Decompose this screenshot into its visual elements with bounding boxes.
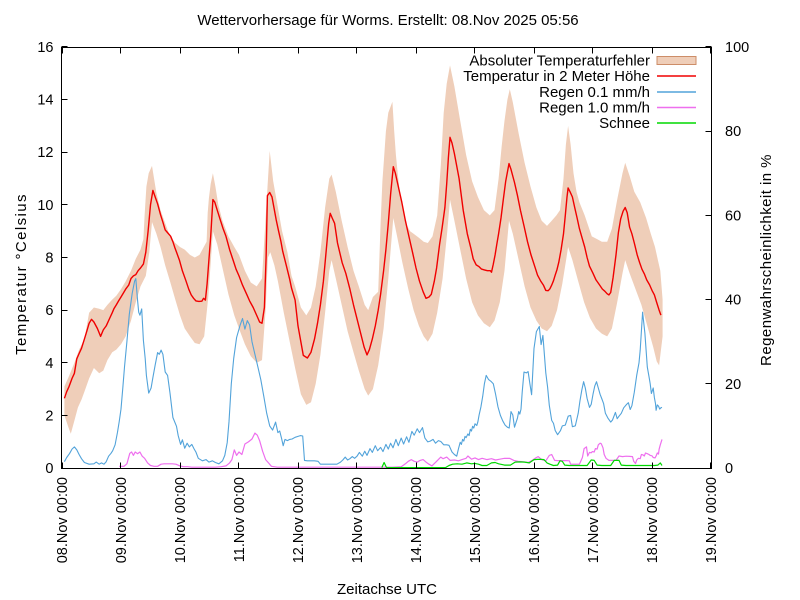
svg-text:Regen 1.0 mm/h: Regen 1.0 mm/h (539, 100, 650, 117)
svg-text:Schnee: Schnee (599, 115, 650, 132)
svg-text:60: 60 (725, 208, 741, 224)
svg-text:20: 20 (725, 377, 741, 393)
svg-text:13.Nov 00:00: 13.Nov 00:00 (350, 477, 366, 563)
svg-text:8: 8 (45, 251, 53, 267)
svg-text:10.Nov 00:00: 10.Nov 00:00 (173, 477, 189, 563)
svg-text:09.Nov 00:00: 09.Nov 00:00 (114, 477, 130, 563)
svg-text:Absoluter Temperaturfehler: Absoluter Temperaturfehler (469, 53, 650, 70)
svg-text:Zeitachse UTC: Zeitachse UTC (337, 581, 437, 598)
svg-text:16: 16 (37, 40, 53, 56)
svg-text:10: 10 (37, 198, 53, 214)
svg-text:14.Nov 00:00: 14.Nov 00:00 (409, 477, 425, 563)
svg-text:2: 2 (45, 408, 53, 424)
svg-text:12.Nov 00:00: 12.Nov 00:00 (291, 477, 307, 563)
svg-text:6: 6 (45, 303, 53, 319)
svg-text:16.Nov 00:00: 16.Nov 00:00 (527, 477, 543, 563)
svg-text:Temperatur in 2 Meter Höhe: Temperatur in 2 Meter Höhe (463, 68, 650, 85)
svg-text:80: 80 (725, 124, 741, 140)
svg-text:15.Nov 00:00: 15.Nov 00:00 (468, 477, 484, 563)
svg-text:4: 4 (45, 356, 53, 372)
svg-text:Regen 0.1 mm/h: Regen 0.1 mm/h (539, 84, 650, 101)
svg-text:Regenwahrscheinlichkeit in %: Regenwahrscheinlichkeit in % (758, 154, 775, 366)
svg-text:08.Nov 00:00: 08.Nov 00:00 (55, 477, 71, 563)
svg-text:11.Nov 00:00: 11.Nov 00:00 (232, 477, 248, 562)
svg-text:0: 0 (725, 461, 733, 477)
svg-text:0: 0 (45, 461, 53, 477)
svg-text:12: 12 (37, 145, 53, 161)
svg-text:40: 40 (725, 293, 741, 309)
svg-text:14: 14 (37, 93, 53, 109)
svg-text:100: 100 (725, 40, 749, 56)
svg-text:18.Nov 00:00: 18.Nov 00:00 (645, 477, 661, 563)
svg-text:Temperatur °Celsius: Temperatur °Celsius (13, 193, 30, 355)
svg-text:Wettervorhersage für Worms. Er: Wettervorhersage für Worms. Erstellt: 08… (197, 12, 578, 29)
svg-text:19.Nov 00:00: 19.Nov 00:00 (704, 477, 720, 563)
svg-text:17.Nov 00:00: 17.Nov 00:00 (586, 477, 602, 563)
